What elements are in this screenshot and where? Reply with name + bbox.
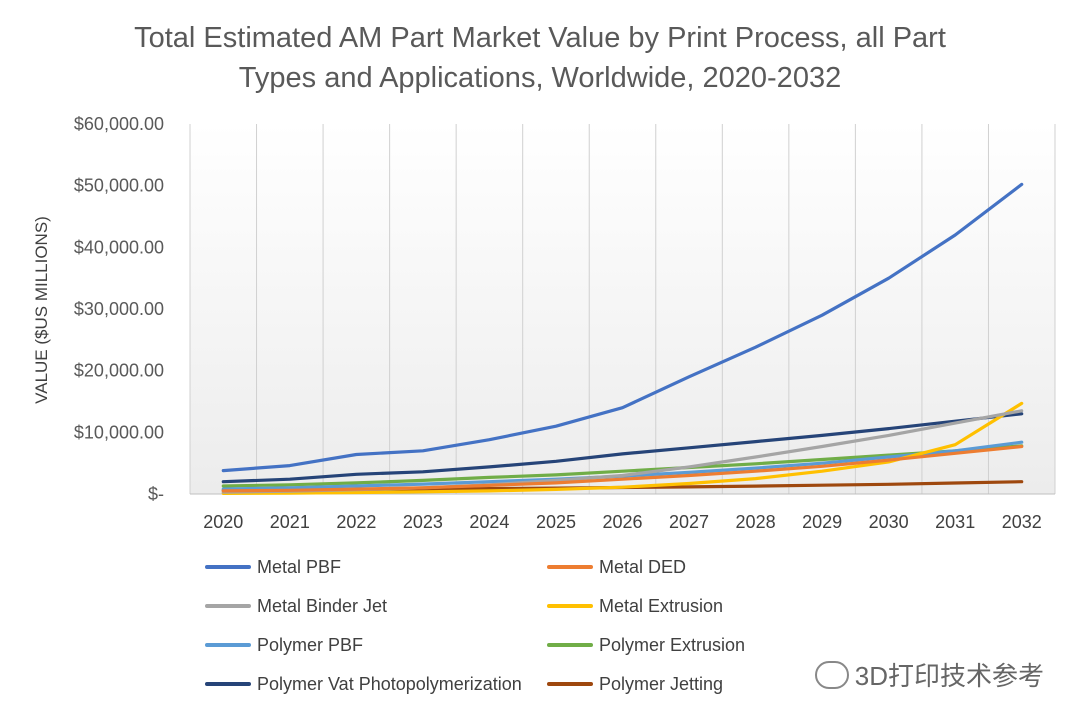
x-tick-label: 2030 <box>869 512 909 532</box>
y-tick-label: $10,000.00 <box>74 422 164 442</box>
y-tick-label: $60,000.00 <box>74 114 164 134</box>
legend-item: Polymer Jetting <box>547 672 723 696</box>
legend-swatch <box>547 682 593 686</box>
legend-label: Polymer Jetting <box>599 673 724 694</box>
x-tick-label: 2024 <box>469 512 509 532</box>
legend-swatch <box>205 604 251 608</box>
plot-area <box>190 124 1055 494</box>
y-tick-label: $30,000.00 <box>74 299 164 319</box>
chart-title-line-2: Types and Applications, Worldwide, 2020-… <box>238 62 842 94</box>
legend-item: Metal DED <box>547 555 686 579</box>
series-line-metal-ded <box>221 444 1024 493</box>
chart-title: Total Estimated AM Part Market Value by … <box>40 18 1040 98</box>
legend-label: Metal Binder Jet <box>257 595 388 616</box>
legend-item: Polymer Vat Photopolymerization <box>205 672 522 696</box>
legend-swatch <box>205 643 251 647</box>
legend-item: Polymer Extrusion <box>547 633 745 657</box>
series-line-polymer-vat-photopolymerization <box>221 412 1024 484</box>
legend-item: Metal Extrusion <box>547 594 723 618</box>
legend-swatch <box>547 565 593 569</box>
wechat-icon <box>814 660 849 689</box>
x-tick-label: 2027 <box>669 512 709 532</box>
legend-label: Polymer Extrusion <box>599 634 746 655</box>
x-tick-label: 2020 <box>203 512 243 532</box>
y-tick-label: $- <box>148 484 164 504</box>
watermark-text: 3D打印技术参考 <box>854 661 1044 691</box>
x-tick-label: 2022 <box>336 512 376 532</box>
watermark: 3D打印技术参考 <box>814 656 1044 693</box>
legend-item: Metal Binder Jet <box>205 594 387 618</box>
legend-label: Metal DED <box>599 556 687 577</box>
legend-label: Metal PBF <box>257 556 342 577</box>
legend-swatch <box>547 643 593 647</box>
x-tick-label: 2021 <box>270 512 310 532</box>
legend-swatch <box>547 604 593 608</box>
legend-label: Polymer PBF <box>257 634 364 655</box>
series-line-metal-pbf <box>221 182 1024 473</box>
series-line-polymer-extrusion <box>221 444 1024 488</box>
legend-swatch <box>205 565 251 569</box>
series-line-metal-extrusion <box>221 401 1024 495</box>
x-tick-label: 2031 <box>935 512 975 532</box>
x-tick-label: 2023 <box>403 512 443 532</box>
legend-item: Metal PBF <box>205 555 341 579</box>
x-tick-label: 2026 <box>602 512 642 532</box>
y-tick-label: $40,000.00 <box>74 237 164 257</box>
x-tick-label: 2028 <box>736 512 776 532</box>
legend-label: Polymer Vat Photopolymerization <box>257 673 522 694</box>
x-tick-label: 2029 <box>802 512 842 532</box>
x-tick-label: 2025 <box>536 512 576 532</box>
legend-item: Polymer PBF <box>205 633 363 657</box>
chart-title-line-1: Total Estimated AM Part Market Value by … <box>134 22 946 54</box>
y-tick-label: $50,000.00 <box>74 176 164 196</box>
legend-swatch <box>205 682 251 686</box>
legend-label: Metal Extrusion <box>599 595 724 616</box>
y-tick-label: $20,000.00 <box>74 361 164 381</box>
x-tick-label: 2032 <box>1002 512 1042 532</box>
